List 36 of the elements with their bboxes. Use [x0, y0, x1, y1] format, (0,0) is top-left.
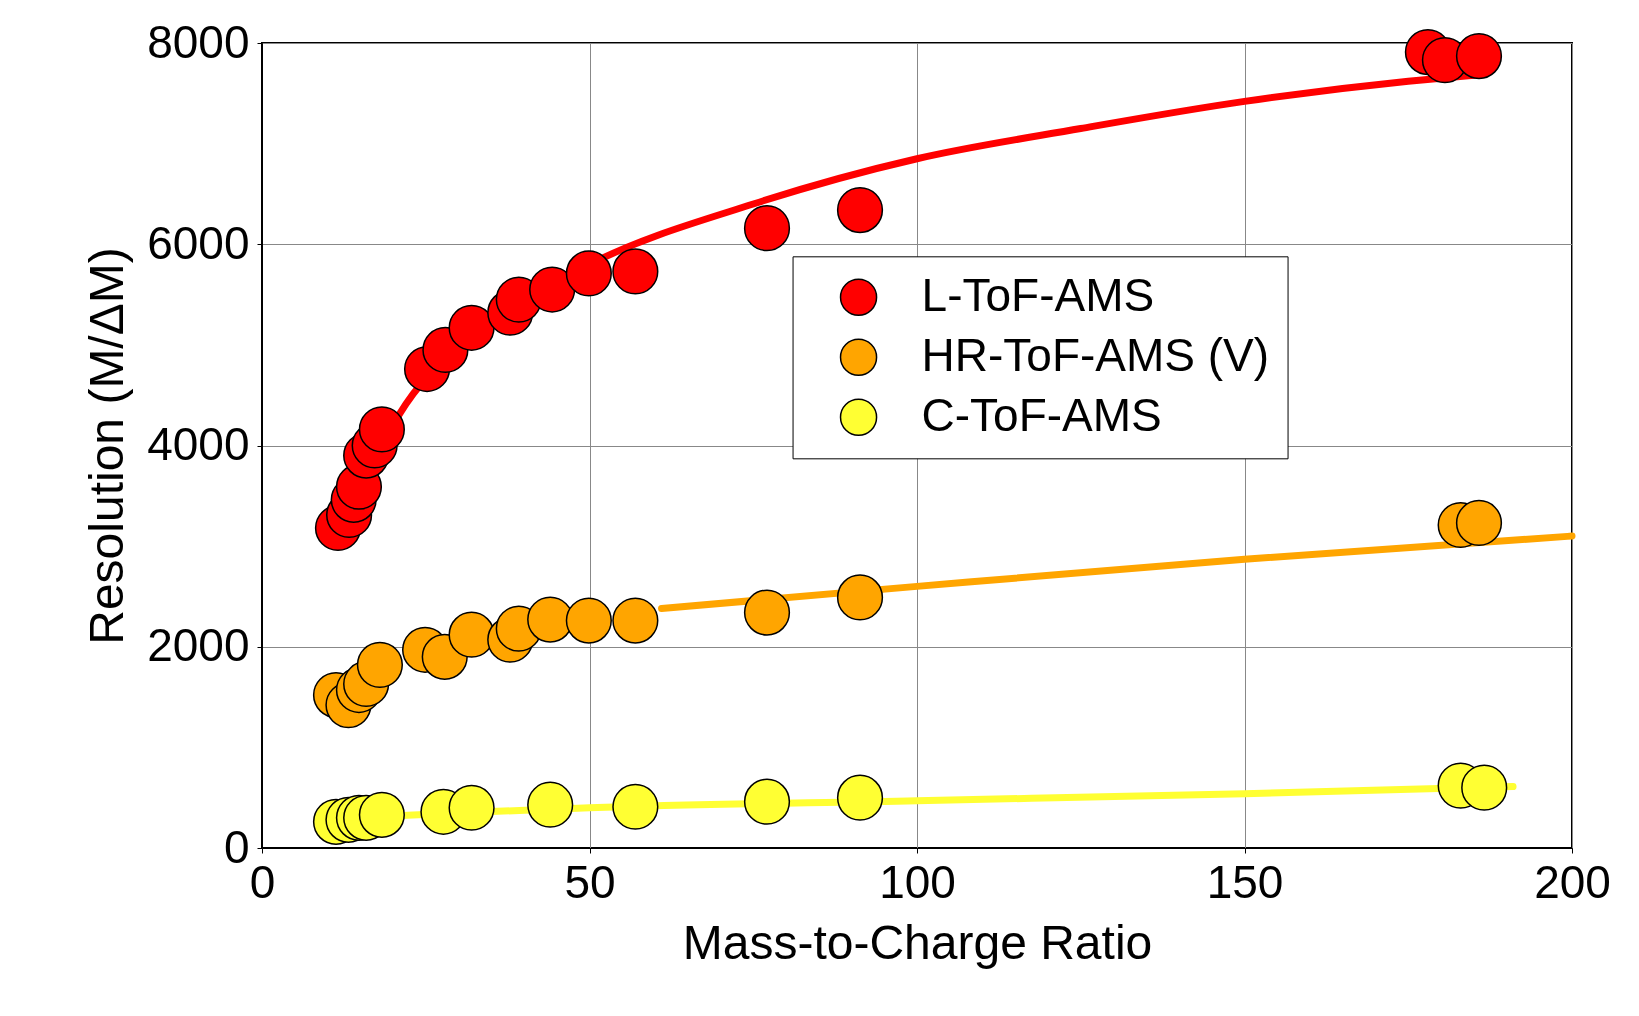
point	[612, 597, 659, 644]
point	[1461, 764, 1508, 811]
point	[612, 248, 659, 295]
point	[612, 783, 659, 830]
y-tick-label: 0	[223, 820, 250, 873]
x-tick-label: 150	[1206, 855, 1284, 908]
point	[743, 205, 791, 252]
x-tick-label: 100	[879, 855, 956, 908]
legend-label: L-ToF-AMS	[921, 269, 1155, 322]
point	[743, 778, 791, 825]
y-tick-label: 2000	[147, 619, 250, 672]
point	[1455, 33, 1503, 80]
legend-label: C-ToF-AMS	[921, 389, 1162, 442]
y-tick-label: 4000	[147, 418, 250, 470]
point	[836, 574, 884, 621]
point	[527, 781, 574, 828]
y-tick-label: 6000	[147, 216, 250, 269]
point	[565, 250, 612, 297]
y-tick-label: 8000	[147, 15, 250, 68]
x-tick-label: 200	[1534, 855, 1611, 908]
point	[743, 589, 791, 636]
y-axis-title: Resolution (M/ΔM)	[80, 247, 134, 645]
point	[836, 774, 884, 821]
point	[836, 186, 884, 234]
x-tick-label: 50	[564, 855, 616, 908]
point	[358, 406, 405, 453]
point	[529, 266, 576, 313]
point	[356, 641, 404, 688]
point	[448, 784, 495, 831]
point	[1455, 499, 1503, 547]
point	[448, 611, 495, 658]
point	[358, 791, 405, 838]
x-axis-title: Mass-to-Charge Ratio	[682, 915, 1153, 969]
point	[448, 304, 495, 351]
point	[565, 597, 612, 644]
legend-label: HR-ToF-AMS (V)	[921, 329, 1270, 382]
